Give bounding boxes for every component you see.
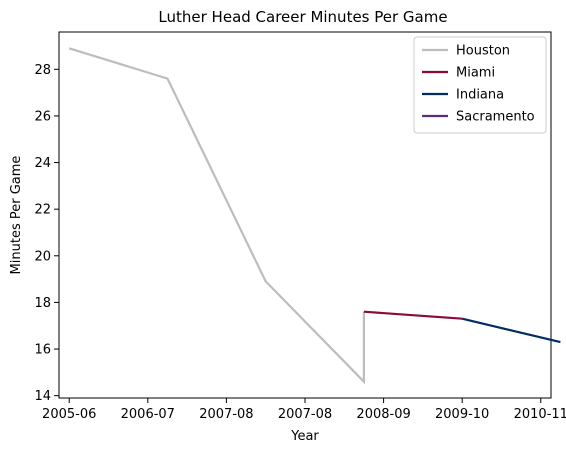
- series-line-indiana: [461, 317, 561, 344]
- y-tick-label: 20: [34, 249, 51, 264]
- x-tick-label: 2007-08: [199, 407, 253, 422]
- legend-label-houston: Houston: [456, 44, 510, 59]
- x-tick-label: 2008-09: [356, 407, 410, 422]
- legend: Houston Miami Indiana Sacramento: [413, 36, 547, 134]
- legend-label-sacramento: Sacramento: [456, 110, 535, 125]
- y-tick-label: 18: [34, 296, 51, 311]
- legend-box: [413, 36, 547, 134]
- x-tick-label: 2007-08: [278, 407, 332, 422]
- chart-title: Luther Head Career Minutes Per Game: [158, 8, 447, 26]
- y-axis-label: Minutes Per Game: [9, 156, 24, 275]
- y-tick-label: 24: [34, 156, 51, 171]
- legend-label-indiana: Indiana: [456, 88, 504, 103]
- y-tick-label: 22: [34, 203, 51, 218]
- x-tick-label: 2005-06: [42, 407, 96, 422]
- y-tick-label: 28: [34, 63, 51, 78]
- legend-label-miami: Miami: [456, 66, 495, 81]
- y-tick-label: 14: [34, 389, 51, 404]
- y-tick-label: 16: [34, 343, 51, 358]
- y-axis: 14 16 18 20 22 24 26 28: [34, 63, 59, 404]
- x-axis: 2005-06 2006-07 2007-08 2007-08 2008-09 2009-…: [42, 398, 566, 422]
- series-layer: [68, 47, 561, 385]
- x-tick-label: 2009-10: [435, 407, 489, 422]
- x-tick-label: 2010-11: [514, 407, 566, 422]
- y-tick-label: 26: [34, 109, 51, 124]
- series-line-miami: [363, 310, 463, 320]
- x-axis-label: Year: [290, 429, 319, 444]
- x-tick-label: 2006-07: [121, 407, 175, 422]
- series-line-houston: [68, 47, 365, 385]
